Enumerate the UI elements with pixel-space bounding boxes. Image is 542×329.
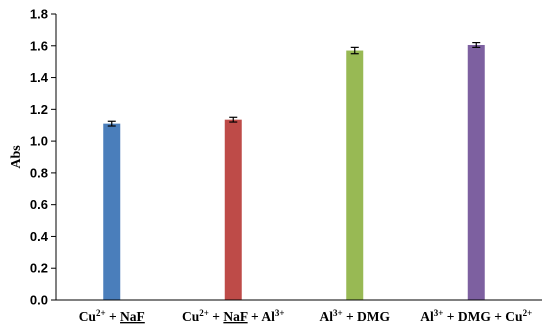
x-category-label-2: Cu2+ + NaF + Al3+ [182,308,284,324]
y-tick-label: 0.2 [30,261,48,276]
bar-4 [467,44,485,300]
error-bars [107,41,481,127]
bar-3 [346,50,364,300]
bars [103,44,485,301]
y-tick-label: 0.6 [30,197,48,212]
error-bar-1 [107,120,116,127]
y-tick-label: 1.8 [30,7,48,22]
x-category-label-4: Al3+ + DMG + Cu2+ [420,308,532,324]
error-bar-3 [350,46,359,55]
y-tick-label: 0.8 [30,165,48,180]
y-axis-title: Abs [9,145,24,169]
y-tick-label: 1.4 [30,70,49,85]
x-category-label-3: Al3+ + DMG [319,308,390,324]
y-axis-ticks: 0.0 0.2 0.4 0.6 0.8 1.0 1.2 1.4 1.6 1.8 [30,7,56,308]
y-tick-label: 1.2 [30,102,48,117]
y-tick-label: 0.0 [30,293,48,308]
error-bar-4 [472,41,481,48]
bar-1 [103,123,121,300]
x-category-label-1: Cu2+ + NaF [79,308,145,324]
y-tick-label: 0.4 [30,229,49,244]
x-axis-labels: Cu2+ + NaF Cu2+ + NaF + Al3+ Al3+ + DMG Al3… [79,308,533,324]
bar-2 [224,119,242,301]
error-bar-2 [229,116,238,123]
y-tick-label: 1.0 [30,134,48,149]
y-tick-label: 1.6 [30,38,48,53]
